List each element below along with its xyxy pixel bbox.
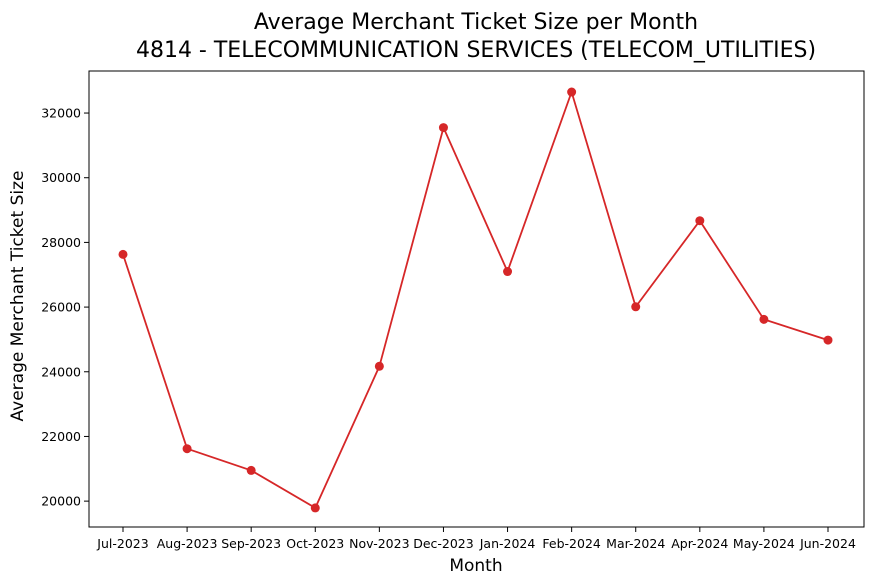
chart-title-line1: Average Merchant Ticket Size per Month	[254, 10, 698, 35]
x-tick-label: Jan-2024	[479, 536, 536, 551]
data-point	[567, 87, 577, 97]
data-point	[759, 314, 769, 324]
data-point	[438, 123, 448, 133]
x-tick-label: Sep-2023	[221, 536, 281, 551]
y-tick-label: 22000	[41, 429, 81, 444]
x-tick-label: Oct-2023	[286, 536, 344, 551]
data-point	[631, 302, 641, 312]
data-point	[503, 267, 513, 277]
x-tick-label: Apr-2024	[671, 536, 728, 551]
y-tick-label: 26000	[41, 300, 81, 315]
y-axis-label: Average Merchant Ticket Size	[8, 171, 28, 422]
series-line	[122, 89, 829, 510]
data-point	[182, 444, 192, 454]
y-tick-label: 32000	[41, 106, 81, 121]
x-tick-label: Nov-2023	[349, 536, 409, 551]
x-tick-label: Dec-2023	[413, 536, 474, 551]
plot-area: 20000 22000 24000 26000 28000 30000 32000 Jul-2…	[41, 70, 865, 551]
x-tick-label: Aug-2023	[157, 536, 218, 551]
data-point	[246, 465, 256, 475]
data-point	[695, 216, 705, 226]
x-tick-label: May-2024	[733, 536, 795, 551]
data-point	[118, 249, 128, 259]
y-tick-label: 28000	[41, 235, 81, 250]
y-tick-label: 24000	[41, 364, 81, 379]
data-point	[823, 335, 833, 345]
y-tick-label: 30000	[41, 170, 81, 185]
x-tick-label: Jul-2023	[96, 536, 148, 551]
x-tick-label: Jun-2024	[799, 536, 856, 551]
plot-frame	[88, 70, 865, 528]
data-point	[310, 503, 320, 513]
y-tick-label: 20000	[41, 494, 81, 509]
x-tick-label: Feb-2024	[542, 536, 601, 551]
chart-title-line2: 4814 - TELECOMMUNICATION SERVICES (TELEC…	[136, 38, 816, 63]
data-point	[374, 361, 384, 371]
x-axis-label: Month	[449, 556, 502, 576]
x-tick-label: Mar-2024	[606, 536, 665, 551]
